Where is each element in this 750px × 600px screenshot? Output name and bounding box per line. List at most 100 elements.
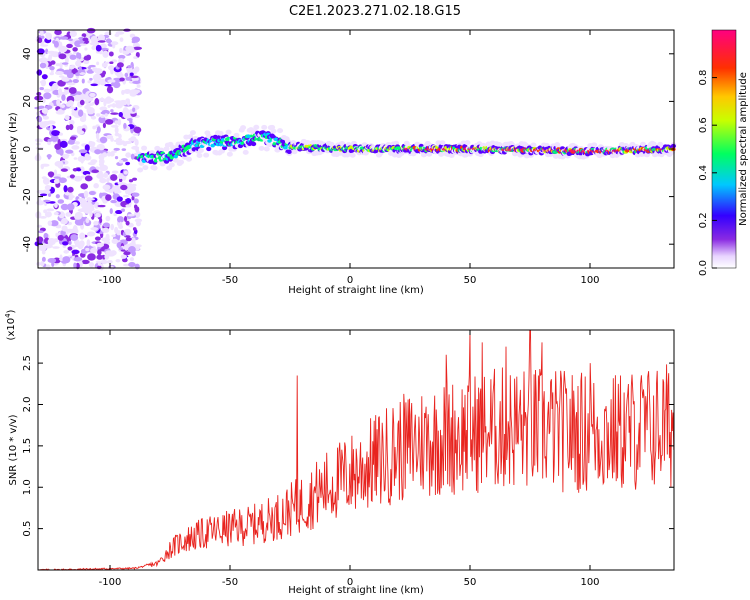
spectrogram-noise-cell: [127, 65, 132, 69]
spectrogram-noise-cell: [124, 76, 133, 81]
spectrogram-noise-cell: [120, 184, 128, 191]
spectrogram-noise-cell: [77, 155, 86, 163]
spectrogram-ridge-cell: [212, 134, 218, 140]
spectrogram-halo-cell: [141, 145, 148, 151]
spectrogram-noise-cell: [128, 262, 136, 268]
spectrogram-noise-cell: [82, 37, 89, 42]
spectrogram-halo-cell: [496, 142, 503, 148]
spectrogram-noise-cell: [87, 80, 92, 84]
snr-panel: -100 -50 0 50 100 0.5 1.0 1.5 2.0 2.5 Height of …: [4, 309, 675, 596]
spectrogram-noise-cell: [85, 247, 90, 252]
colorbar: 0.0 0.2 0.4 0.6 0.8 Normalized spectral ampl…: [698, 29, 749, 276]
spectrogram-noise-cell: [105, 215, 111, 222]
spectrogram-noise-cell: [110, 82, 116, 87]
spectrogram-noise-cell: [36, 236, 44, 243]
spectrogram-noise-cell: [75, 60, 82, 67]
spectrogram-ridge-cell: [670, 143, 677, 149]
spectrogram-halo-cell: [253, 124, 260, 130]
spectrogram-noise-cell: [94, 98, 100, 106]
spectrogram-noise-cell: [96, 143, 105, 151]
spectrogram-noise-cell: [79, 99, 85, 106]
spectrogram-noise-cell: [96, 113, 101, 117]
spectrogram-noise-cell: [131, 250, 136, 257]
spectrogram-noise-cell: [78, 66, 82, 73]
spectrogram-noise-cell: [116, 229, 121, 236]
spectrogram-y-tick-label: 0: [22, 146, 33, 152]
spectrogram-halo-cell: [530, 142, 537, 148]
spectrogram-noise-cell: [40, 79, 47, 87]
spectrogram-noise-cell: [97, 249, 102, 256]
spectrogram-halo-cell: [274, 147, 281, 153]
spectrogram-x-label: Height of straight line (km): [288, 285, 424, 296]
spectrogram-noise-cell: [55, 232, 59, 238]
spectrogram-noise-cell: [93, 220, 99, 226]
spectrogram-noise-cell: [84, 153, 90, 160]
spectrogram-noise-cell: [79, 72, 86, 75]
spectrogram-noise-cell: [99, 106, 108, 111]
spectrogram-noise-cell: [111, 59, 118, 63]
spectrogram-noise-cell: [74, 141, 80, 145]
spectrogram-noise-cell: [116, 196, 123, 202]
spectrogram-noise-cell: [130, 127, 134, 134]
spectrogram-halo-cell: [172, 157, 179, 163]
svg-text:(x104): (x104): [4, 309, 17, 340]
spectrogram-y-label: Frequency (Hz): [8, 112, 19, 188]
spectrogram-noise-cell: [97, 265, 102, 270]
spectrogram-noise-cell: [131, 183, 137, 187]
spectrogram-halo-cell: [477, 152, 484, 158]
spectrogram-noise-cell: [125, 229, 131, 236]
spectrogram-halo-cell: [277, 128, 284, 134]
spectrogram-noise-cell: [110, 68, 114, 75]
spectrogram-noise-cell: [68, 124, 74, 131]
colorbar-tick-label: 0.0: [698, 260, 709, 276]
spectrogram-noise-cell: [129, 118, 133, 124]
spectrogram-noise-cell: [97, 40, 106, 43]
spectrogram-noise-cell: [42, 115, 50, 120]
spectrogram-noise-cell: [112, 185, 122, 192]
spectrogram-noise-cell: [105, 233, 110, 240]
spectrogram-ridge-cell: [251, 141, 257, 147]
spectrogram-noise-cell: [105, 250, 114, 255]
spectrogram-noise-cell: [103, 99, 107, 107]
spectrogram-halo-cell: [304, 140, 311, 146]
spectrogram-noise-cell: [46, 208, 55, 212]
spectrogram-halo-cell: [225, 129, 232, 135]
spectrogram-noise-cell: [87, 253, 96, 261]
spectrogram-noise-cell: [73, 256, 83, 262]
spectrogram-noise-cell: [118, 58, 125, 64]
spectrogram-noise-cell: [58, 41, 63, 49]
spectrogram-noise-cell: [134, 218, 143, 223]
spectrogram-noise-cell: [92, 67, 98, 72]
spectrogram-noise-cell: [40, 57, 48, 64]
spectrogram-noise-cell: [39, 193, 48, 197]
spectrogram-noise-cell: [69, 106, 77, 110]
spectrogram-noise-cell: [85, 217, 90, 224]
spectrogram-halo-cell: [240, 125, 247, 131]
spectrogram-noise-cell: [131, 195, 135, 201]
spectrogram-noise-cell: [110, 112, 119, 115]
spectrogram-noise-cell: [76, 52, 80, 59]
spectrogram-noise-cell: [101, 152, 108, 158]
spectrogram-noise-cell: [66, 203, 75, 211]
spectrogram-noise-cell: [92, 125, 97, 130]
spectrogram-noise-cell: [90, 83, 98, 87]
spectrogram-ridge-cell: [206, 146, 212, 152]
spectrogram-noise-cell: [87, 162, 96, 166]
spectrogram-noise-cell: [62, 241, 69, 246]
spectrogram-noise-cell: [110, 124, 119, 128]
snr-y-tick-label: 0.5: [22, 521, 33, 537]
spectrogram-noise-cell: [59, 62, 63, 69]
spectrogram-noise-cell: [44, 184, 52, 191]
spectrogram-noise-cell: [106, 177, 110, 183]
spectrogram-noise-cell: [78, 149, 88, 154]
spectrogram-noise-cell: [47, 138, 53, 142]
spectrogram-noise-cell: [114, 132, 120, 137]
spectrogram-noise-cell: [54, 29, 62, 36]
spectrogram-noise-cell: [118, 112, 123, 118]
snr-frame: [37, 329, 675, 571]
spectrogram-noise-cell: [124, 244, 129, 251]
spectrogram-noise-cell: [116, 62, 124, 68]
spectrogram-noise-cell: [99, 217, 103, 224]
spectrogram-halo-cell: [270, 128, 277, 134]
spectrogram-noise-cell: [76, 125, 83, 131]
